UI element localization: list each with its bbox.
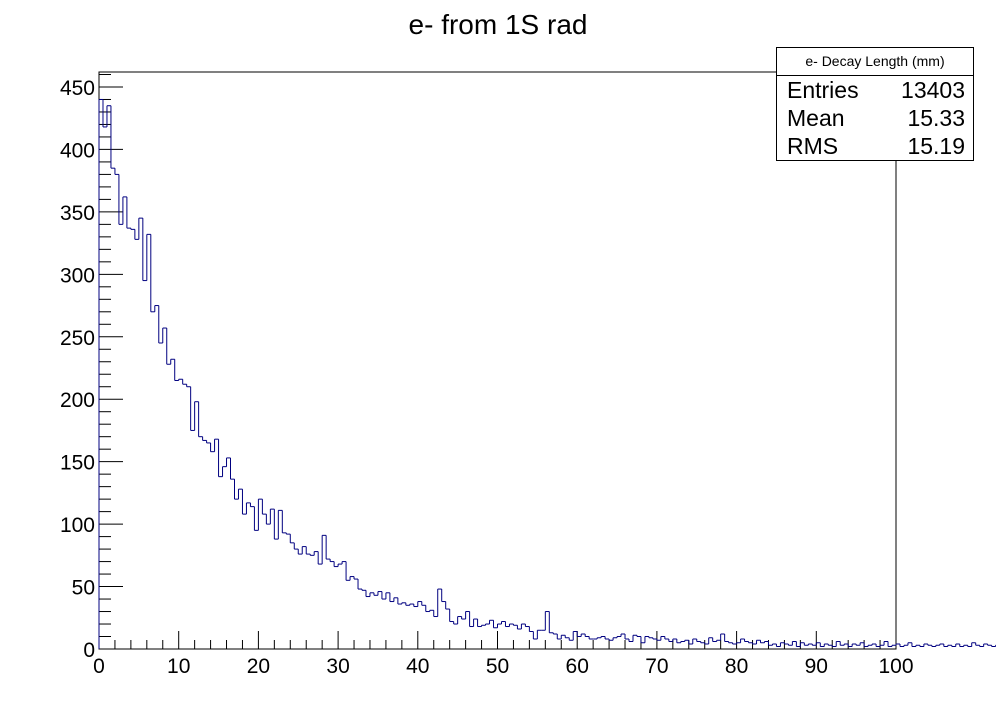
x-tick-label: 20 — [247, 655, 270, 678]
x-tick-label: 80 — [725, 655, 748, 678]
y-tick-label: 200 — [60, 389, 95, 412]
stats-row-mean: Mean 15.33 — [777, 104, 973, 132]
x-tick-label: 50 — [486, 655, 509, 678]
y-tick-label: 250 — [60, 327, 95, 350]
stats-title: e- Decay Length (mm) — [777, 48, 973, 76]
stats-row-entries: Entries 13403 — [777, 76, 973, 104]
x-tick-label: 90 — [805, 655, 828, 678]
stats-label: Entries — [787, 77, 859, 103]
x-tick-label: 30 — [326, 655, 349, 678]
y-tick-label: 50 — [72, 577, 95, 600]
stats-row-rms: RMS 15.19 — [777, 132, 973, 160]
y-tick-label: 100 — [60, 514, 95, 537]
y-axis: 0 50 100 150 200 250 300 350 400 450 — [60, 73, 123, 662]
x-tick-label: 40 — [406, 655, 429, 678]
stats-value: 15.19 — [907, 133, 965, 159]
x-tick-label: 100 — [878, 655, 913, 678]
y-tick-label: 150 — [60, 452, 95, 475]
histogram-bins — [98, 98, 996, 649]
stats-value: 13403 — [901, 77, 965, 103]
stats-value: 15.33 — [907, 105, 965, 131]
y-tick-label: 400 — [60, 139, 95, 162]
x-tick-label: 70 — [645, 655, 668, 678]
stats-label: RMS — [787, 133, 839, 159]
y-tick-label: 350 — [60, 202, 95, 225]
x-tick-label: 0 — [93, 655, 105, 678]
y-tick-label: 300 — [60, 264, 95, 287]
y-tick-label: 450 — [60, 77, 95, 100]
x-axis: 0 10 20 30 40 50 60 70 80 90 100 — [93, 631, 914, 678]
stats-box: e- Decay Length (mm) Entries 13403 Mean … — [776, 47, 974, 161]
stats-label: Mean — [787, 105, 845, 131]
x-tick-label: 10 — [167, 655, 190, 678]
x-tick-label: 60 — [566, 655, 589, 678]
y-tick-label: 0 — [83, 639, 95, 662]
chart-title: e- from 1S rad — [409, 9, 588, 40]
